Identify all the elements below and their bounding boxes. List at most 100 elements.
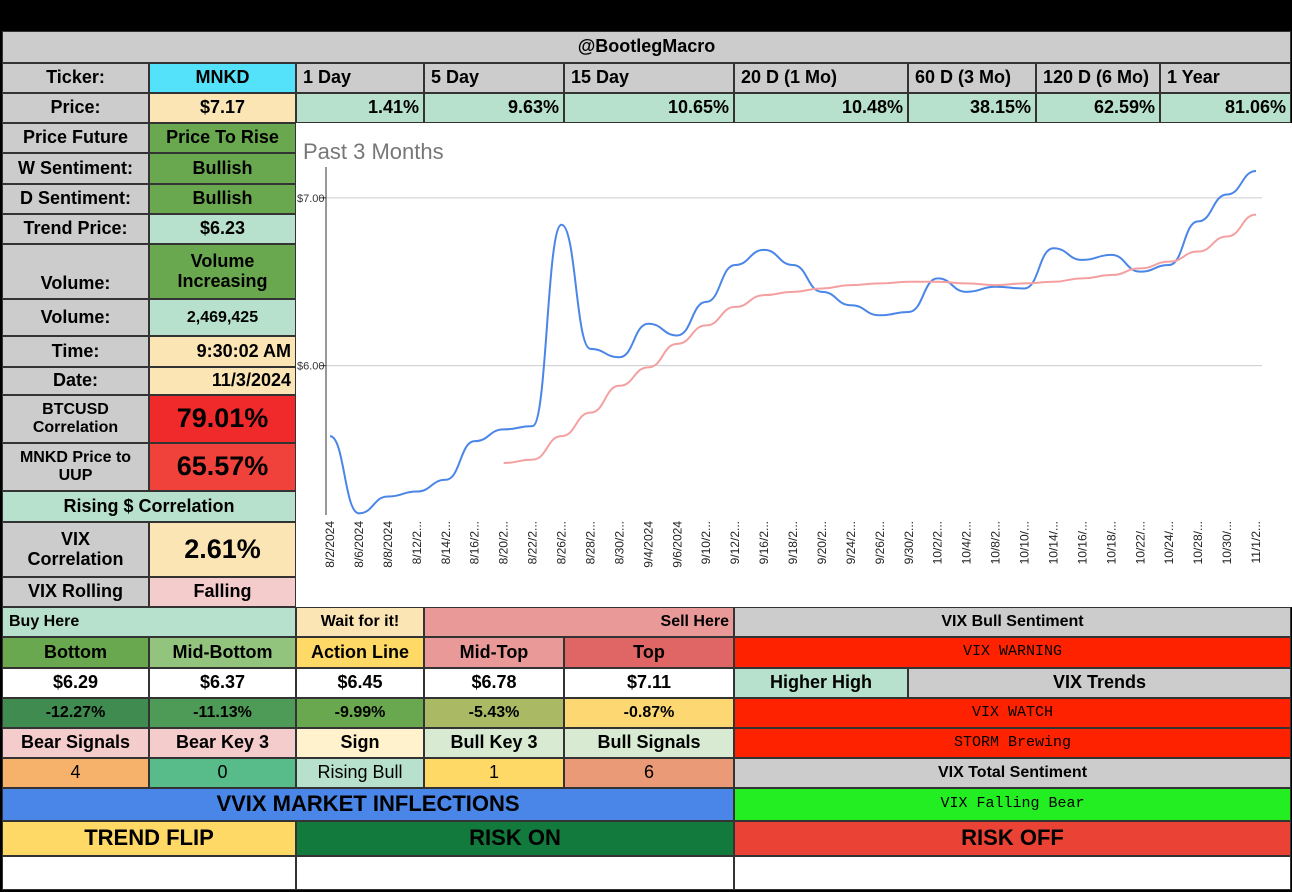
btc-corr-value: 79.01% [149,395,296,443]
chart-x-tick-label: 9/26/2... [873,521,887,564]
date-value: 11/3/2024 [149,367,296,395]
vix-watch: VIX WATCH [734,698,1291,728]
chart-y-tick-label: $7.00 [297,193,325,205]
chart-x-tick-label: 8/12/2... [410,521,424,564]
level-price-mid-top: $6.78 [424,668,564,698]
trend-flip: TREND FLIP [2,821,296,856]
price-chart: Past 3 Months $7.00 $6.00 8/2/2024 8/6/2024… [296,123,1292,607]
chart-x-tick-label: 8/8/2024 [381,521,395,568]
chart-x-tick-label: 10/4/2... [960,521,974,564]
volume-trend-label: Volume: [2,244,149,299]
signal-value-sign: Rising Bull [296,758,424,788]
chart-x-tick-label: 9/30/2... [902,521,916,564]
trend-flip-value [2,856,296,890]
chart-x-tick-label: 8/20/2... [497,521,511,564]
signal-name-bull-signals: Bull Signals [564,728,734,758]
price-future-label: Price Future [2,123,149,153]
vix-bull-sentiment: VIX Bull Sentiment [734,607,1291,637]
signal-value-bull-signals: 6 [564,758,734,788]
chart-x-tick-label: 8/16/2... [468,521,482,564]
period-120-day: 120 D (6 Mo) [1036,63,1160,93]
chart-title: Past 3 Months [303,139,444,164]
period-1-year: 1 Year [1160,63,1291,93]
chart-x-tick-label: 9/12/2... [728,521,742,564]
level-pct-mid-bottom: -11.13% [149,698,296,728]
signal-name-bear-signals: Bear Signals [2,728,149,758]
chart-x-tick-label: 9/18/2... [786,521,800,564]
w-sentiment-value: Bullish [149,153,296,184]
chart-x-tick-label: 10/28/... [1191,521,1205,564]
vix-warning: VIX WARNING [734,637,1291,668]
chart-x-tick-label: 9/24/2... [844,521,858,564]
period-20-day: 20 D (1 Mo) [734,63,908,93]
buy-here-label: Buy Here [2,607,296,637]
chart-x-tick-label: 8/26/2... [555,521,569,564]
level-price-action-line: $6.45 [296,668,424,698]
ticker-label: Ticker: [2,63,149,93]
change-120-day: 62.59% [1036,93,1160,123]
period-60-day: 60 D (3 Mo) [908,63,1036,93]
vix-higher-high: Higher High [734,668,908,698]
risk-off: RISK OFF [734,821,1291,856]
period-5-day: 5 Day [424,63,564,93]
chart-x-tick-label: 8/30/2... [612,521,626,564]
volume-trend-value: Volume Increasing [149,244,296,299]
chart-x-tick-label: 9/20/2... [815,521,829,564]
vix-corr-value: 2.61% [149,522,296,577]
price-value: $7.17 [149,93,296,123]
wait-label: Wait for it! [296,607,424,637]
level-price-mid-bottom: $6.37 [149,668,296,698]
sell-here-label: Sell Here [424,607,734,637]
trend-price-label: Trend Price: [2,214,149,244]
chart-x-tick-label: 9/6/2024 [670,521,684,568]
vix-trends: VIX Trends [908,668,1291,698]
chart-y-tick-label: $6.00 [297,361,325,373]
chart-x-tick-label: 10/18/... [1104,521,1118,564]
chart-x-tick-label: 10/8/2... [989,521,1003,564]
chart-series-price-line [329,170,1257,515]
uup-corr-label: MNKD Price to UUP [2,443,149,491]
vix-rolling-label: VIX Rolling [2,577,149,607]
chart-x-tick-label: 11/1/2... [1249,521,1263,563]
chart-x-tick-label: 8/14/2... [439,521,453,564]
chart-x-tick-label: 10/16/... [1075,521,1089,564]
date-label: Date: [2,367,149,395]
period-15-day: 15 Day [564,63,734,93]
chart-series-trend-line [503,213,1257,464]
level-name-bottom: Bottom [2,637,149,668]
time-label: Time: [2,336,149,367]
vix-rolling-value: Falling [149,577,296,607]
chart-x-tick-label: 10/2/2... [931,521,945,564]
level-pct-top: -0.87% [564,698,734,728]
d-sentiment-label: D Sentiment: [2,184,149,214]
chart-x-tick-label: 10/14/... [1046,521,1060,564]
w-sentiment-label: W Sentiment: [2,153,149,184]
change-15-day: 10.65% [564,93,734,123]
period-1-day: 1 Day [296,63,424,93]
level-name-action-line: Action Line [296,637,424,668]
trend-price-value: $6.23 [149,214,296,244]
chart-x-tick-label: 10/24/... [1162,521,1176,564]
chart-x-tick-label: 8/28/2... [583,521,597,564]
price-chart-svg: Past 3 Months $7.00 $6.00 8/2/2024 8/6/2024… [297,139,1263,568]
signal-name-bear-key-3: Bear Key 3 [149,728,296,758]
signal-value-bear-key-3: 0 [149,758,296,788]
btc-corr-label: BTCUSD Correlation [2,395,149,443]
rising-correlation: Rising $ Correlation [2,491,296,522]
risk-on: RISK ON [296,821,734,856]
chart-x-tick-label: 8/22/2... [526,521,540,564]
vix-falling-bear: VIX Falling Bear [734,788,1291,821]
vvix-market-inflections: VVIX MARKET INFLECTIONS [2,788,734,821]
chart-x-tick-label: 10/22/... [1133,521,1147,564]
level-price-bottom: $6.29 [2,668,149,698]
level-pct-bottom: -12.27% [2,698,149,728]
price-label: Price: [2,93,149,123]
ticker-value[interactable]: MNKD [149,63,296,93]
vix-total-sentiment: VIX Total Sentiment [734,758,1291,788]
signal-value-bear-signals: 4 [2,758,149,788]
signal-value-bull-key-3: 1 [424,758,564,788]
chart-x-tick-label: 8/6/2024 [352,521,366,568]
chart-x-tick-label: 8/2/2024 [323,521,337,568]
risk-off-value [734,856,1291,890]
signal-name-bull-key-3: Bull Key 3 [424,728,564,758]
